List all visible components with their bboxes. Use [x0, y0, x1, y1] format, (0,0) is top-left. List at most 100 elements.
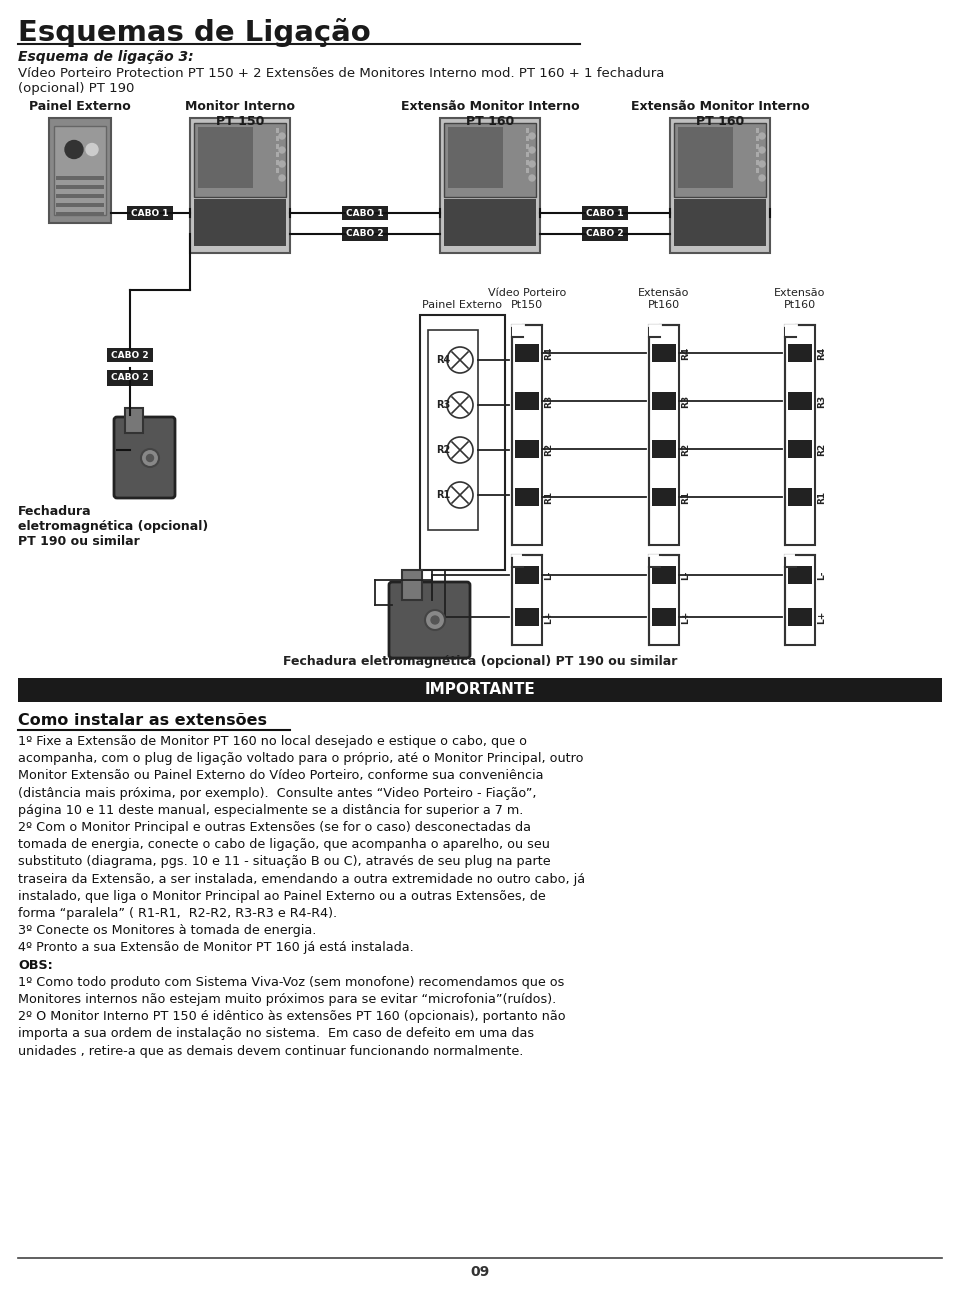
Circle shape	[759, 162, 765, 167]
Bar	[756, 143, 759, 149]
Circle shape	[759, 174, 765, 181]
Text: Como instalar as extensões: Como instalar as extensões	[18, 713, 267, 727]
Circle shape	[279, 174, 285, 181]
Bar	[512, 326, 522, 337]
Text: R2: R2	[436, 444, 450, 455]
Text: substituto (diagrama, pgs. 10 e 11 - situação B ou C), através de seu plug na pa: substituto (diagrama, pgs. 10 e 11 - sit…	[18, 855, 551, 868]
Bar	[756, 168, 759, 173]
Text: PT 190 ou similar: PT 190 ou similar	[18, 535, 140, 548]
Bar	[512, 556, 542, 645]
Bar	[125, 408, 143, 433]
Bar	[515, 488, 539, 506]
Text: Vídeo Porteiro Protection PT 150 + 2 Extensões de Monitores Interno mod. PT 160 : Vídeo Porteiro Protection PT 150 + 2 Ext…	[18, 67, 664, 80]
Circle shape	[279, 162, 285, 167]
Text: R3: R3	[544, 394, 553, 407]
Bar	[652, 344, 676, 362]
Bar	[127, 205, 173, 220]
Text: tomada de energia, conecte o cabo de ligação, que acompanha o aparelho, ou seu: tomada de energia, conecte o cabo de lig…	[18, 839, 550, 851]
Bar	[785, 326, 796, 337]
Bar	[756, 128, 759, 133]
Text: traseira da Extensão, a ser instalada, emendando a outra extremidade no outro ca: traseira da Extensão, a ser instalada, e…	[18, 872, 586, 885]
Circle shape	[425, 610, 445, 630]
Text: forma “paralela” ( R1-R1,  R2-R2, R3-R3 e R4-R4).: forma “paralela” ( R1-R1, R2-R2, R3-R3 e…	[18, 907, 337, 920]
Bar	[56, 194, 104, 198]
Bar	[526, 152, 529, 158]
Bar	[788, 609, 812, 627]
Text: 09: 09	[470, 1265, 490, 1279]
Text: R1: R1	[681, 491, 690, 504]
Text: L+: L+	[544, 610, 553, 624]
Bar	[56, 203, 104, 207]
Bar	[652, 566, 676, 584]
FancyBboxPatch shape	[389, 581, 470, 658]
Circle shape	[141, 450, 159, 466]
Text: acompanha, com o plug de ligação voltado para o próprio, até o Monitor Principal: acompanha, com o plug de ligação voltado…	[18, 752, 584, 765]
Bar	[785, 326, 815, 545]
Circle shape	[529, 133, 535, 140]
Bar	[194, 123, 286, 198]
Text: R4: R4	[817, 346, 826, 359]
Bar	[670, 118, 770, 253]
Text: R2: R2	[817, 442, 826, 456]
Text: 4º Pronto a sua Extensão de Monitor PT 160 já está instalada.: 4º Pronto a sua Extensão de Monitor PT 1…	[18, 942, 414, 955]
Bar	[582, 205, 628, 220]
Circle shape	[447, 482, 473, 508]
Text: CABO 1: CABO 1	[587, 208, 624, 217]
Text: L-: L-	[681, 570, 690, 580]
Bar	[49, 118, 111, 224]
Text: IMPORTANTE: IMPORTANTE	[424, 682, 536, 698]
Text: Extensão
Pt160: Extensão Pt160	[775, 288, 826, 310]
Text: CABO 2: CABO 2	[587, 230, 624, 239]
Text: 3º Conecte os Monitores à tomada de energia.: 3º Conecte os Monitores à tomada de ener…	[18, 924, 317, 937]
Bar	[276, 136, 279, 141]
Text: importa a sua ordem de instalação no sistema.  Em caso de defeito em uma das: importa a sua ordem de instalação no sis…	[18, 1027, 534, 1040]
Circle shape	[279, 133, 285, 140]
Text: Fechadura eletromagnética (opcional) PT 190 ou similar: Fechadura eletromagnética (opcional) PT …	[283, 655, 677, 668]
Circle shape	[147, 455, 154, 461]
Circle shape	[759, 133, 765, 140]
Text: Extensão Monitor Interno
PT 160: Extensão Monitor Interno PT 160	[631, 99, 809, 128]
Bar	[515, 441, 539, 457]
Bar	[649, 326, 679, 545]
Bar	[515, 391, 539, 410]
Text: Monitor Interno
PT 150: Monitor Interno PT 150	[185, 99, 295, 128]
Text: Vídeo Porteiro
Pt150: Vídeo Porteiro Pt150	[488, 288, 566, 310]
Bar	[276, 160, 279, 165]
Text: Monitores internos não estejam muito próximos para se evitar “microfonia”(ruídos: Monitores internos não estejam muito pró…	[18, 994, 556, 1006]
Bar	[198, 127, 253, 187]
Bar	[440, 118, 540, 253]
Bar	[526, 143, 529, 149]
Circle shape	[86, 143, 98, 155]
Bar	[107, 370, 153, 386]
Text: Extensão Monitor Interno
PT 160: Extensão Monitor Interno PT 160	[400, 99, 579, 128]
Circle shape	[529, 147, 535, 152]
Circle shape	[529, 174, 535, 181]
Text: 1º Fixe a Extensão de Monitor PT 160 no local desejado e estique o cabo, que o: 1º Fixe a Extensão de Monitor PT 160 no …	[18, 735, 527, 748]
Text: Painel Externo: Painel Externo	[422, 300, 502, 310]
Bar	[526, 168, 529, 173]
Bar	[674, 199, 766, 247]
Bar	[649, 326, 660, 337]
Text: R2: R2	[681, 442, 690, 456]
Bar	[515, 609, 539, 627]
Bar	[420, 315, 505, 570]
Text: R4: R4	[681, 346, 690, 359]
Text: L+: L+	[681, 610, 690, 624]
Text: R3: R3	[436, 401, 450, 410]
Bar	[652, 441, 676, 457]
Bar	[788, 391, 812, 410]
Text: (distância mais próxima, por exemplo).  Consulte antes “Video Porteiro - Fiação”: (distância mais próxima, por exemplo). C…	[18, 787, 537, 800]
Text: CABO 2: CABO 2	[111, 350, 149, 359]
Text: L-: L-	[817, 570, 826, 580]
Bar	[788, 488, 812, 506]
Bar	[526, 128, 529, 133]
Bar	[276, 168, 279, 173]
Bar	[756, 152, 759, 158]
Text: 1º Como todo produto com Sistema Viva-Voz (sem monofone) recomendamos que os: 1º Como todo produto com Sistema Viva-Vo…	[18, 975, 564, 988]
Bar	[276, 152, 279, 158]
Text: R2: R2	[544, 442, 553, 456]
Text: CABO 2: CABO 2	[111, 373, 149, 382]
Circle shape	[279, 147, 285, 152]
Bar	[54, 127, 106, 214]
Text: Painel Externo: Painel Externo	[29, 99, 131, 112]
